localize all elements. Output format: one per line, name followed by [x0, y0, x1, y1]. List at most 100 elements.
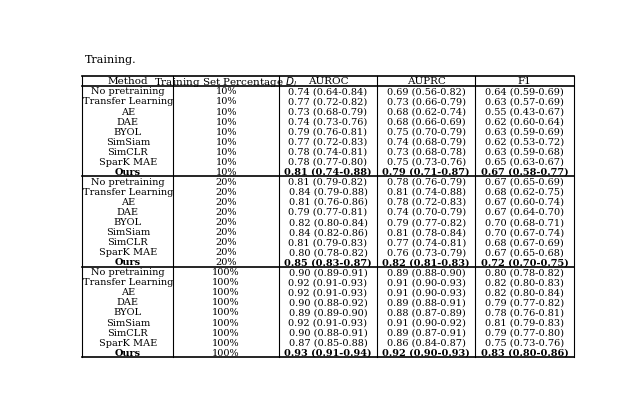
Text: 0.77 (0.72-0.82): 0.77 (0.72-0.82)	[289, 97, 367, 106]
Text: 100%: 100%	[212, 288, 240, 297]
Text: No pretraining: No pretraining	[91, 268, 164, 277]
Text: Transfer Learning: Transfer Learning	[83, 278, 173, 287]
Text: SimCLR: SimCLR	[108, 238, 148, 247]
Text: 10%: 10%	[215, 107, 237, 116]
Text: 0.90 (0.89-0.91): 0.90 (0.89-0.91)	[289, 268, 367, 277]
Text: 0.70 (0.67-0.74): 0.70 (0.67-0.74)	[485, 228, 564, 237]
Text: 0.78 (0.72-0.83): 0.78 (0.72-0.83)	[387, 198, 466, 207]
Text: 100%: 100%	[212, 338, 240, 347]
Text: SimSiam: SimSiam	[106, 228, 150, 237]
Text: 0.91 (0.90-0.93): 0.91 (0.90-0.93)	[387, 288, 466, 297]
Text: 0.63 (0.59-0.68): 0.63 (0.59-0.68)	[485, 147, 564, 156]
Text: No pretraining: No pretraining	[91, 87, 164, 96]
Text: 10%: 10%	[215, 158, 237, 166]
Text: 0.67 (0.65-0.69): 0.67 (0.65-0.69)	[485, 177, 564, 186]
Text: 100%: 100%	[212, 328, 240, 337]
Text: 100%: 100%	[212, 348, 240, 357]
Text: 0.81 (0.76-0.86): 0.81 (0.76-0.86)	[289, 198, 367, 207]
Text: 0.79 (0.71-0.87): 0.79 (0.71-0.87)	[383, 167, 470, 177]
Text: 0.92 (0.90-0.93): 0.92 (0.90-0.93)	[382, 348, 470, 357]
Text: 20%: 20%	[215, 258, 237, 266]
Text: 0.68 (0.67-0.69): 0.68 (0.67-0.69)	[485, 238, 564, 247]
Text: 0.75 (0.70-0.79): 0.75 (0.70-0.79)	[387, 127, 466, 136]
Text: 20%: 20%	[215, 228, 237, 237]
Text: 10%: 10%	[215, 147, 237, 156]
Text: 20%: 20%	[215, 207, 237, 217]
Text: AE: AE	[121, 288, 135, 297]
Text: 0.90 (0.88-0.91): 0.90 (0.88-0.91)	[289, 328, 367, 337]
Text: 0.77 (0.72-0.83): 0.77 (0.72-0.83)	[289, 137, 367, 146]
Text: 0.65 (0.63-0.67): 0.65 (0.63-0.67)	[485, 158, 564, 166]
Text: 0.74 (0.68-0.79): 0.74 (0.68-0.79)	[387, 137, 466, 146]
Text: 0.89 (0.88-0.91): 0.89 (0.88-0.91)	[387, 298, 465, 307]
Text: 0.77 (0.74-0.81): 0.77 (0.74-0.81)	[387, 238, 466, 247]
Text: SimCLR: SimCLR	[108, 328, 148, 337]
Text: SparK MAE: SparK MAE	[99, 247, 157, 257]
Text: AUPRC: AUPRC	[407, 77, 445, 86]
Text: 0.67 (0.58-0.77): 0.67 (0.58-0.77)	[481, 167, 568, 177]
Text: 0.72 (0.70-0.75): 0.72 (0.70-0.75)	[481, 258, 568, 266]
Text: 20%: 20%	[215, 198, 237, 207]
Text: 100%: 100%	[212, 298, 240, 307]
Text: 0.89 (0.87-0.91): 0.89 (0.87-0.91)	[387, 328, 466, 337]
Text: Transfer Learning: Transfer Learning	[83, 97, 173, 106]
Text: Training Set Percentage $D_l$: Training Set Percentage $D_l$	[154, 75, 298, 89]
Text: 20%: 20%	[215, 217, 237, 226]
Text: 20%: 20%	[215, 188, 237, 196]
Text: 0.74 (0.64-0.84): 0.74 (0.64-0.84)	[289, 87, 367, 96]
Text: BYOL: BYOL	[114, 308, 142, 317]
Text: 0.76 (0.73-0.79): 0.76 (0.73-0.79)	[387, 247, 466, 257]
Text: 0.79 (0.77-0.80): 0.79 (0.77-0.80)	[485, 328, 564, 337]
Text: Method: Method	[108, 77, 148, 86]
Text: 0.88 (0.87-0.89): 0.88 (0.87-0.89)	[387, 308, 465, 317]
Text: SimCLR: SimCLR	[108, 147, 148, 156]
Text: 0.68 (0.66-0.69): 0.68 (0.66-0.69)	[387, 117, 465, 126]
Text: 0.68 (0.62-0.74): 0.68 (0.62-0.74)	[387, 107, 466, 116]
Text: 0.82 (0.80-0.84): 0.82 (0.80-0.84)	[485, 288, 564, 297]
Text: 0.78 (0.74-0.81): 0.78 (0.74-0.81)	[289, 147, 367, 156]
Text: 0.67 (0.60-0.74): 0.67 (0.60-0.74)	[485, 198, 564, 207]
Text: 10%: 10%	[215, 97, 237, 106]
Text: BYOL: BYOL	[114, 127, 142, 136]
Text: 0.81 (0.79-0.83): 0.81 (0.79-0.83)	[485, 318, 564, 327]
Text: 100%: 100%	[212, 268, 240, 277]
Text: AE: AE	[121, 107, 135, 116]
Text: SimSiam: SimSiam	[106, 137, 150, 146]
Text: 0.68 (0.62-0.75): 0.68 (0.62-0.75)	[485, 188, 564, 196]
Text: 10%: 10%	[215, 137, 237, 146]
Text: 0.89 (0.88-0.90): 0.89 (0.88-0.90)	[387, 268, 465, 277]
Text: 0.73 (0.68-0.79): 0.73 (0.68-0.79)	[289, 107, 367, 116]
Text: 0.67 (0.64-0.70): 0.67 (0.64-0.70)	[485, 207, 564, 217]
Text: 0.78 (0.76-0.79): 0.78 (0.76-0.79)	[387, 177, 466, 186]
Text: 0.86 (0.84-0.87): 0.86 (0.84-0.87)	[387, 338, 466, 347]
Text: 0.83 (0.80-0.86): 0.83 (0.80-0.86)	[481, 348, 568, 357]
Text: 0.93 (0.91-0.94): 0.93 (0.91-0.94)	[284, 348, 372, 357]
Text: 10%: 10%	[215, 167, 237, 177]
Text: 100%: 100%	[212, 278, 240, 287]
Text: 0.80 (0.78-0.82): 0.80 (0.78-0.82)	[485, 268, 564, 277]
Text: 0.69 (0.56-0.82): 0.69 (0.56-0.82)	[387, 87, 465, 96]
Text: Training.: Training.	[85, 55, 136, 65]
Text: 0.91 (0.90-0.92): 0.91 (0.90-0.92)	[387, 318, 466, 327]
Text: AUROC: AUROC	[308, 77, 348, 86]
Text: 0.55 (0.43-0.67): 0.55 (0.43-0.67)	[485, 107, 564, 116]
Text: 0.82 (0.81-0.83): 0.82 (0.81-0.83)	[383, 258, 470, 266]
Text: 0.92 (0.91-0.93): 0.92 (0.91-0.93)	[289, 278, 367, 287]
Text: F1: F1	[518, 77, 531, 86]
Text: 0.62 (0.53-0.72): 0.62 (0.53-0.72)	[485, 137, 564, 146]
Text: 0.63 (0.59-0.69): 0.63 (0.59-0.69)	[485, 127, 564, 136]
Text: 0.80 (0.78-0.82): 0.80 (0.78-0.82)	[289, 247, 367, 257]
Text: 0.87 (0.85-0.88): 0.87 (0.85-0.88)	[289, 338, 367, 347]
Text: 0.81 (0.74-0.88): 0.81 (0.74-0.88)	[284, 167, 372, 177]
Text: DAE: DAE	[117, 298, 139, 307]
Text: 0.63 (0.57-0.69): 0.63 (0.57-0.69)	[485, 97, 564, 106]
Text: 0.81 (0.74-0.88): 0.81 (0.74-0.88)	[387, 188, 466, 196]
Text: 0.70 (0.68-0.71): 0.70 (0.68-0.71)	[485, 217, 564, 226]
Text: Ours: Ours	[115, 348, 141, 357]
Text: 20%: 20%	[215, 238, 237, 247]
Text: 0.67 (0.65-0.68): 0.67 (0.65-0.68)	[485, 247, 564, 257]
Text: 10%: 10%	[215, 127, 237, 136]
Text: DAE: DAE	[117, 207, 139, 217]
Text: 0.91 (0.90-0.93): 0.91 (0.90-0.93)	[387, 278, 466, 287]
Text: 0.79 (0.76-0.81): 0.79 (0.76-0.81)	[289, 127, 367, 136]
